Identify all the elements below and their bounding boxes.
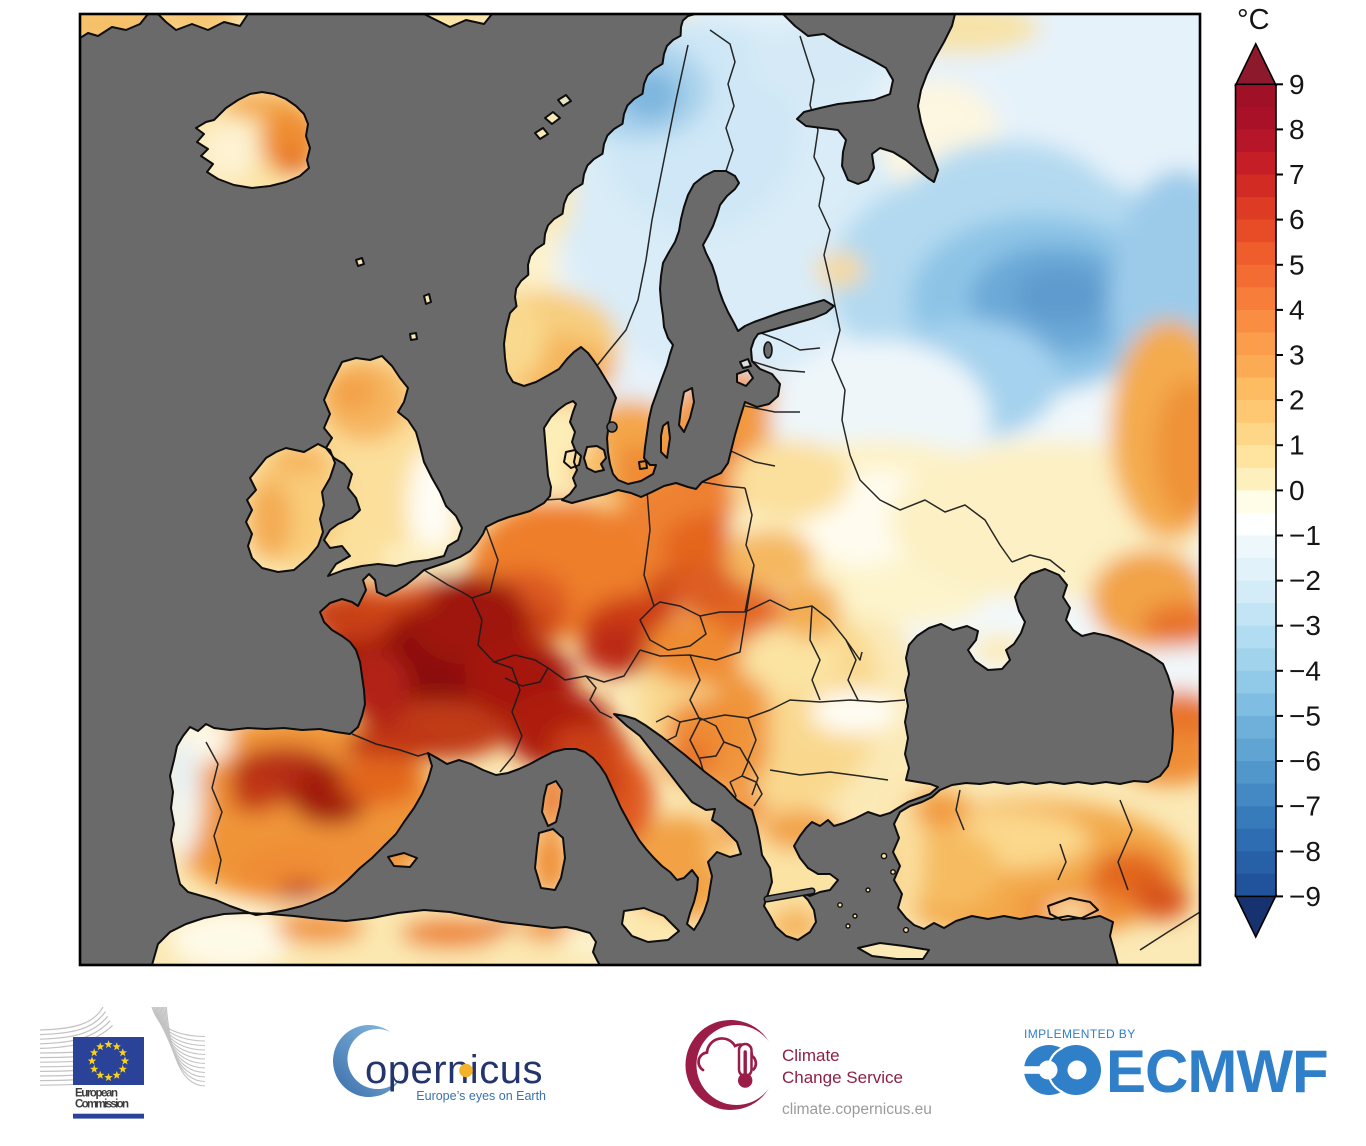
svg-text:9: 9 [1289, 69, 1305, 100]
svg-text:Change Service: Change Service [782, 1068, 903, 1087]
svg-text:−9: −9 [1289, 881, 1321, 912]
svg-text:−5: −5 [1289, 700, 1321, 731]
svg-text:6: 6 [1289, 204, 1305, 235]
svg-text:Europe’s eyes on Earth: Europe’s eyes on Earth [416, 1089, 546, 1103]
svg-text:Commission: Commission [75, 1099, 129, 1111]
svg-text:1: 1 [1289, 430, 1305, 461]
svg-text:4: 4 [1289, 294, 1305, 325]
svg-text:0: 0 [1289, 475, 1305, 506]
svg-text:ECMWF: ECMWF [1106, 1038, 1328, 1105]
svg-text:−7: −7 [1289, 791, 1321, 822]
svg-text:−2: −2 [1289, 565, 1321, 596]
svg-text:°C: °C [1237, 4, 1270, 36]
svg-text:IMPLEMENTED BY: IMPLEMENTED BY [1024, 1027, 1136, 1041]
svg-text:7: 7 [1289, 159, 1305, 190]
svg-text:−1: −1 [1289, 520, 1321, 551]
svg-text:opernicus: opernicus [365, 1048, 543, 1092]
svg-text:3: 3 [1289, 340, 1305, 371]
svg-text:Climate: Climate [782, 1046, 840, 1065]
svg-text:−3: −3 [1289, 610, 1321, 641]
svg-text:European: European [75, 1088, 118, 1100]
svg-text:−8: −8 [1289, 836, 1321, 867]
svg-text:−4: −4 [1289, 655, 1321, 686]
svg-text:climate.copernicus.eu: climate.copernicus.eu [782, 1101, 932, 1118]
svg-text:5: 5 [1289, 249, 1305, 280]
svg-text:2: 2 [1289, 385, 1305, 416]
svg-text:8: 8 [1289, 114, 1305, 145]
svg-text:−6: −6 [1289, 746, 1321, 777]
